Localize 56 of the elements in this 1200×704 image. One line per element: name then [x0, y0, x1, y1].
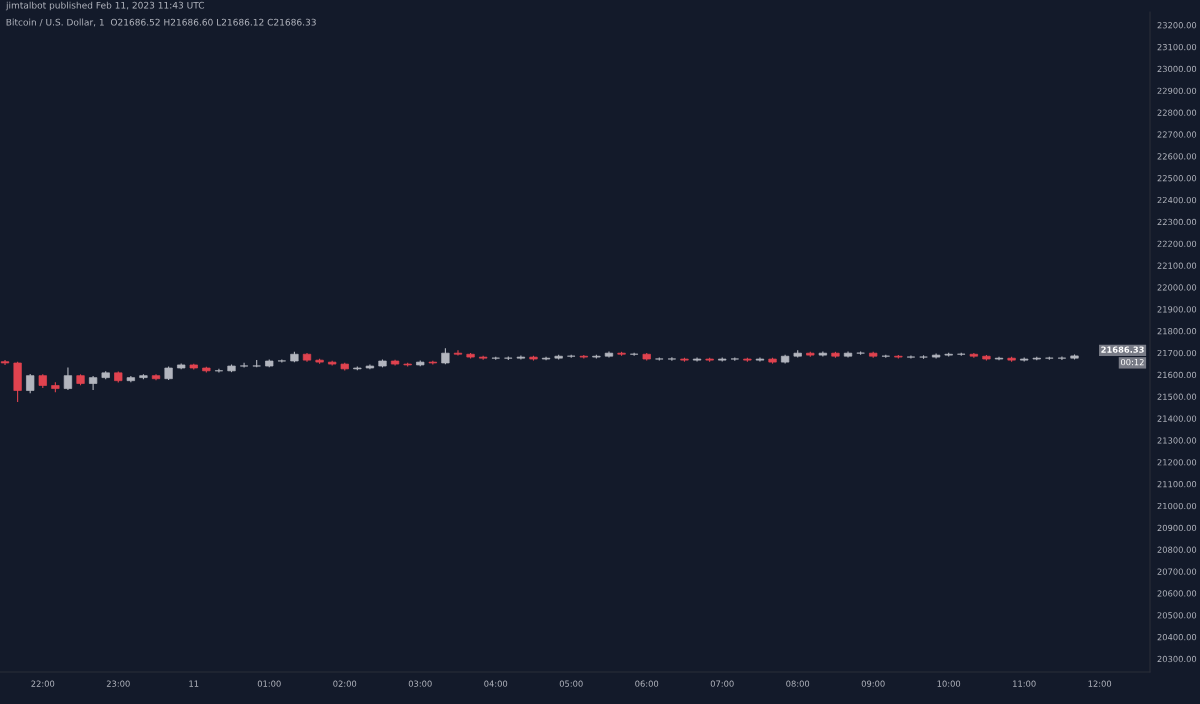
y-tick-label: 22700.00 [1157, 131, 1197, 138]
x-tick-label: 09:00 [861, 680, 885, 687]
y-tick-label: 22600.00 [1157, 153, 1197, 160]
x-tick-label: 11:00 [1013, 680, 1036, 687]
y-tick-label: 21300.00 [1157, 437, 1197, 444]
y-tick-label: 20600.00 [1157, 590, 1197, 597]
y-tick-label: 22800.00 [1157, 109, 1197, 116]
candlestick [667, 356, 677, 362]
y-tick-label: 20500.00 [1157, 612, 1197, 619]
candlestick [1057, 355, 1067, 361]
y-tick-label: 22200.00 [1157, 240, 1197, 247]
y-tick-label: 22300.00 [1157, 218, 1197, 226]
x-tick-label: 05:00 [559, 680, 583, 687]
x-tick-label: 11 [189, 680, 199, 687]
x-tick-label: 06:00 [635, 680, 659, 687]
x-tick-label: 02:00 [333, 680, 357, 687]
y-tick-label: 22900.00 [1157, 87, 1197, 94]
y-tick-label: 22400.00 [1157, 196, 1197, 204]
annotation: 00:12 [1120, 358, 1144, 366]
y-tick-label: 23200.00 [1157, 22, 1197, 29]
candlestick [214, 368, 224, 374]
text: Bitcoin / U.S. Dollar, 1 O21686.52 H21686.60 L21686.12 C21686.33 [6, 18, 316, 27]
x-tick-label: 12:00 [1088, 680, 1112, 687]
candlestick [26, 373, 35, 394]
x-tick-label: 03:00 [408, 680, 432, 687]
chart-title: jimtalbot published Feb 11, 2023 11:43 UTC [5, 1, 205, 11]
y-tick-label: 20900.00 [1157, 524, 1197, 532]
x-tick-label: 22:00 [31, 680, 55, 687]
x-tick-label: 01:00 [257, 680, 281, 687]
x-tick-label: 10:00 [937, 680, 961, 687]
y-tick-label: 21000.00 [1157, 502, 1197, 510]
y-tick-label: 22100.00 [1157, 262, 1197, 269]
candlestick [239, 362, 249, 369]
x-tick-label: 07:00 [710, 680, 734, 687]
candlestick [453, 349, 463, 357]
annotation: 21686.33 [1101, 346, 1144, 353]
y-tick-label: 21800.00 [1157, 328, 1197, 335]
y-tick-label: 21700.00 [1157, 349, 1197, 357]
y-tick-label: 21200.00 [1157, 459, 1197, 466]
y-tick-label: 23000.00 [1157, 65, 1197, 73]
y-tick-label: 21100.00 [1157, 481, 1197, 488]
y-tick-label: 20800.00 [1157, 546, 1197, 553]
y-tick-label: 22000.00 [1157, 284, 1197, 291]
y-tick-label: 21900.00 [1157, 306, 1197, 313]
candlestick [63, 367, 73, 391]
y-tick-label: 22500.00 [1157, 175, 1197, 182]
y-tick-label: 21500.00 [1157, 393, 1197, 400]
x-tick-label: 08:00 [786, 680, 810, 687]
x-tick-label: 04:00 [484, 680, 508, 687]
x-tick-label: 23:00 [106, 680, 130, 687]
y-tick-label: 20700.00 [1157, 568, 1197, 575]
y-tick-label: 20400.00 [1157, 634, 1197, 641]
y-tick-label: 21400.00 [1157, 415, 1197, 422]
y-tick-label: 21600.00 [1157, 371, 1197, 379]
y-tick-label: 20300.00 [1157, 655, 1197, 663]
y-tick-label: 23100.00 [1157, 43, 1197, 51]
